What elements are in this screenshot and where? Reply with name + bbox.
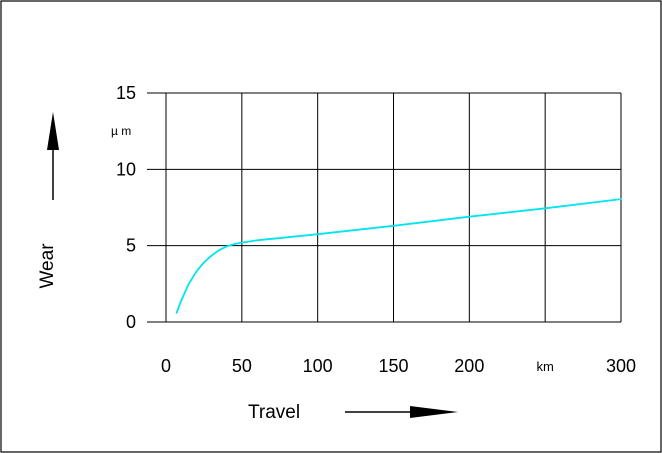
x-unit-label: km (536, 359, 553, 374)
x-tick-label: 300 (606, 356, 636, 376)
series-line (175, 198, 622, 314)
x-axis-label: Travel (248, 402, 300, 423)
y-axis-arrow-head (47, 112, 59, 150)
y-tick-label: 0 (126, 312, 136, 332)
y-tick-label: 5 (126, 236, 136, 256)
x-tick-label: 0 (161, 356, 171, 376)
y-tick-label: 10 (116, 159, 136, 179)
y-unit-label: µ m (111, 124, 131, 138)
y-axis-label-group: Wear (37, 112, 59, 289)
x-tick-label: 200 (454, 356, 484, 376)
series-layer (175, 198, 622, 314)
x-axis-arrow-head (410, 406, 458, 418)
x-tick-label: 50 (232, 356, 252, 376)
x-tick-label: 100 (303, 356, 333, 376)
x-tick-label: 150 (378, 356, 408, 376)
x-axis-label-group: Travel (248, 402, 458, 423)
y-tick-label: 15 (116, 83, 136, 103)
y-axis-label: Wear (37, 243, 58, 289)
